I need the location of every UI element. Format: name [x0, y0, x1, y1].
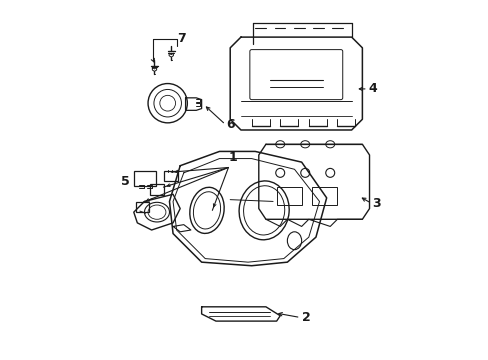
Text: 7: 7 — [177, 32, 186, 45]
Text: 2: 2 — [301, 311, 310, 324]
Text: 5: 5 — [121, 175, 129, 188]
Text: 4: 4 — [368, 82, 377, 95]
Text: 6: 6 — [226, 118, 235, 131]
Bar — [276, 187, 301, 205]
Text: 1: 1 — [228, 151, 237, 164]
Text: 3: 3 — [372, 197, 380, 210]
Bar — [312, 187, 337, 205]
